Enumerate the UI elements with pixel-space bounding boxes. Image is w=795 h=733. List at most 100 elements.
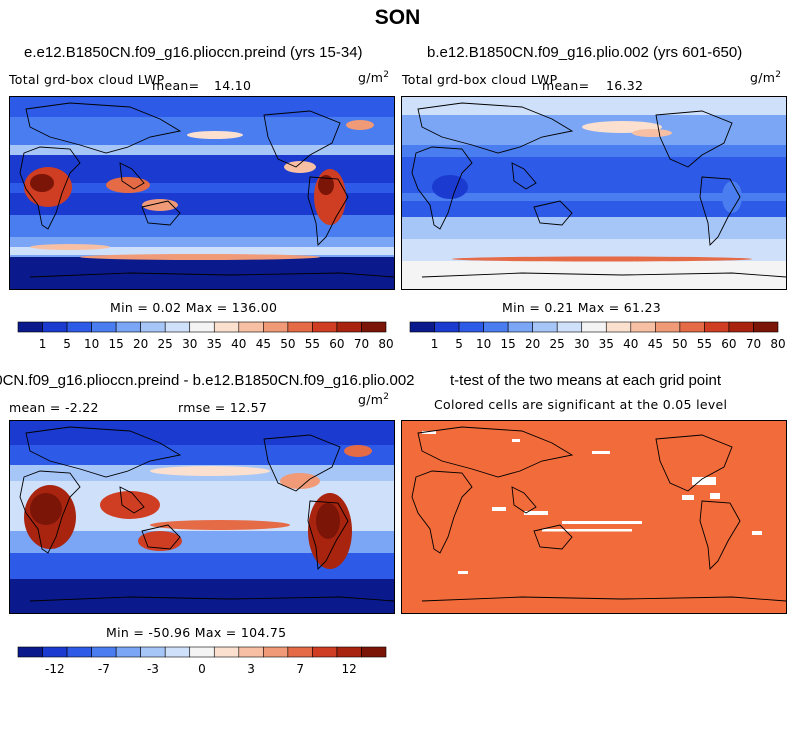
colorbar-swatch xyxy=(263,321,289,333)
colorbar-swatch xyxy=(728,321,754,333)
colorbar-tick-label: 70 xyxy=(354,337,369,351)
colorbar-swatch xyxy=(704,321,730,333)
colorbar-swatch xyxy=(42,646,68,658)
colorbar-swatch xyxy=(336,321,362,333)
map-ttest-field xyxy=(402,421,786,613)
colorbar-tick-label: 35 xyxy=(599,337,614,351)
colorbar-swatch xyxy=(91,321,117,333)
panel-plio-mean-label: mean= xyxy=(542,78,590,93)
colorbar-swatch xyxy=(140,321,166,333)
map-plio-field xyxy=(402,97,786,289)
map-plio-coastlines xyxy=(411,102,786,278)
panel-diff-title-clip: e12.B1850CN.f09_g16.plioccn.preind - b.e… xyxy=(0,370,454,392)
colorbar-swatch xyxy=(679,321,705,333)
panel-plio-mean-value: 16.32 xyxy=(606,78,644,93)
colorbar-tick-label: -12 xyxy=(45,662,65,676)
colorbar-swatch xyxy=(655,321,681,333)
colorbar-tick-label: 30 xyxy=(574,337,589,351)
colorbar-tick-label: 20 xyxy=(525,337,540,351)
panel-diff-rmse: rmse = 12.57 xyxy=(178,400,268,415)
colorbar-tick-label: 45 xyxy=(648,337,663,351)
panel-ttest-subtitle: Colored cells are significant at the 0.0… xyxy=(434,397,728,412)
map-ttest-coastlines xyxy=(411,426,786,602)
colorbar-tick-label: 45 xyxy=(256,337,271,351)
colorbar-swatch xyxy=(66,646,92,658)
panel-plio-unit: g/m2 xyxy=(750,70,782,86)
colorbar-tick-label: 40 xyxy=(231,337,246,351)
map-diff-coastlines xyxy=(19,426,394,602)
colorbar-swatch xyxy=(140,646,166,658)
colorbar-tick-label: 5 xyxy=(63,337,71,351)
panel-ttest-title: t-test of the two means at each grid poi… xyxy=(450,372,721,389)
map-ttest xyxy=(401,420,787,614)
colorbar-swatch xyxy=(409,321,435,333)
colorbar-swatch xyxy=(458,321,484,333)
colorbar-tick-label: 70 xyxy=(746,337,761,351)
map-preind xyxy=(9,96,395,290)
panel-diff-title: e12.B1850CN.f09_g16.plioccn.preind - b.e… xyxy=(0,372,415,389)
colorbar-tick-label: 10 xyxy=(476,337,491,351)
panel-plio-title: b.e12.B1850CN.f09_g16.plio.002 (yrs 601-… xyxy=(427,44,743,61)
map-diff-field xyxy=(10,421,394,613)
colorbar-swatch xyxy=(91,646,117,658)
panel-diff-stats: Min = -50.96 Max = 104.75 xyxy=(106,625,287,640)
colorbar-tick-label: 12 xyxy=(342,662,357,676)
colorbar-swatch xyxy=(189,646,215,658)
colorbar-swatch xyxy=(287,646,313,658)
colorbar-swatch xyxy=(213,646,240,658)
colorbar-plio: 1 5 10 15 20 25 30 35 40 45 50 55 60 70 80 xyxy=(409,321,786,356)
colorbar-preind-svg: 1 5 10 15 20 25 30 35 40 45 50 55 60 70 80 xyxy=(17,321,394,351)
panel-diff-unit: g/m2 xyxy=(358,392,390,408)
colorbar-tick-label: 25 xyxy=(158,337,173,351)
colorbar-swatch xyxy=(189,321,215,333)
map-diff xyxy=(9,420,395,614)
panel-preind-unit: g/m2 xyxy=(358,70,390,86)
colorbar-swatch xyxy=(630,321,656,333)
colorbar-swatch xyxy=(312,646,338,658)
colorbar-swatch xyxy=(312,321,338,333)
colorbar-tick-label: 10 xyxy=(84,337,99,351)
colorbar-swatch xyxy=(556,321,583,333)
colorbar-tick-label: 60 xyxy=(721,337,736,351)
colorbar-tick-label: 25 xyxy=(550,337,565,351)
colorbar-swatch xyxy=(434,321,460,333)
colorbar-swatch xyxy=(115,646,141,658)
colorbar-tick-label: 1 xyxy=(431,337,439,351)
colorbar-tick-label: 35 xyxy=(207,337,222,351)
colorbar-diff: -12 -7 -3 0 3 7 12 xyxy=(17,646,387,681)
colorbar-swatch xyxy=(213,321,240,333)
colorbar-swatch xyxy=(336,646,362,658)
colorbar-swatch xyxy=(361,646,387,658)
colorbar-tick-label: 0 xyxy=(198,662,206,676)
colorbar-tick-label: 50 xyxy=(672,337,687,351)
colorbar-swatch xyxy=(263,646,289,658)
colorbar-tick-label: -3 xyxy=(147,662,159,676)
panel-preind-variable: Total grd-box cloud LWP xyxy=(9,72,165,87)
colorbar-swatch xyxy=(483,321,509,333)
season-title: SON xyxy=(374,6,421,29)
colorbar-swatch xyxy=(287,321,313,333)
colorbar-tick-label: 50 xyxy=(280,337,295,351)
colorbar-tick-label: 30 xyxy=(182,337,197,351)
colorbar-tick-label: 5 xyxy=(455,337,463,351)
colorbar-plio-svg: 1 5 10 15 20 25 30 35 40 45 50 55 60 70 80 xyxy=(409,321,786,351)
colorbar-swatch xyxy=(164,646,191,658)
colorbar-tick-label: 3 xyxy=(247,662,255,676)
colorbar-swatch xyxy=(42,321,68,333)
colorbar-swatch xyxy=(753,321,779,333)
colorbar-tick-label: 1 xyxy=(39,337,47,351)
panel-diff-mean: mean = -2.22 xyxy=(9,400,99,415)
colorbar-tick-label: 60 xyxy=(329,337,344,351)
map-ttest-nonsignificant xyxy=(422,431,762,574)
map-preind-field xyxy=(10,97,394,289)
panel-plio-variable: Total grd-box cloud LWP xyxy=(402,72,558,87)
panel-preind-mean-label: mean= xyxy=(152,78,200,93)
panel-plio-stats: Min = 0.21 Max = 61.23 xyxy=(502,300,662,315)
colorbar-tick-label: 55 xyxy=(697,337,712,351)
map-plio xyxy=(401,96,787,290)
panel-preind-title: e.e12.B1850CN.f09_g16.plioccn.preind (yr… xyxy=(24,44,363,61)
colorbar-diff-svg: -12 -7 -3 0 3 7 12 xyxy=(17,646,387,676)
colorbar-preind: 1 5 10 15 20 25 30 35 40 45 50 55 60 70 80 xyxy=(17,321,394,356)
colorbar-swatch xyxy=(605,321,632,333)
panel-preind-stats: Min = 0.02 Max = 136.00 xyxy=(110,300,278,315)
